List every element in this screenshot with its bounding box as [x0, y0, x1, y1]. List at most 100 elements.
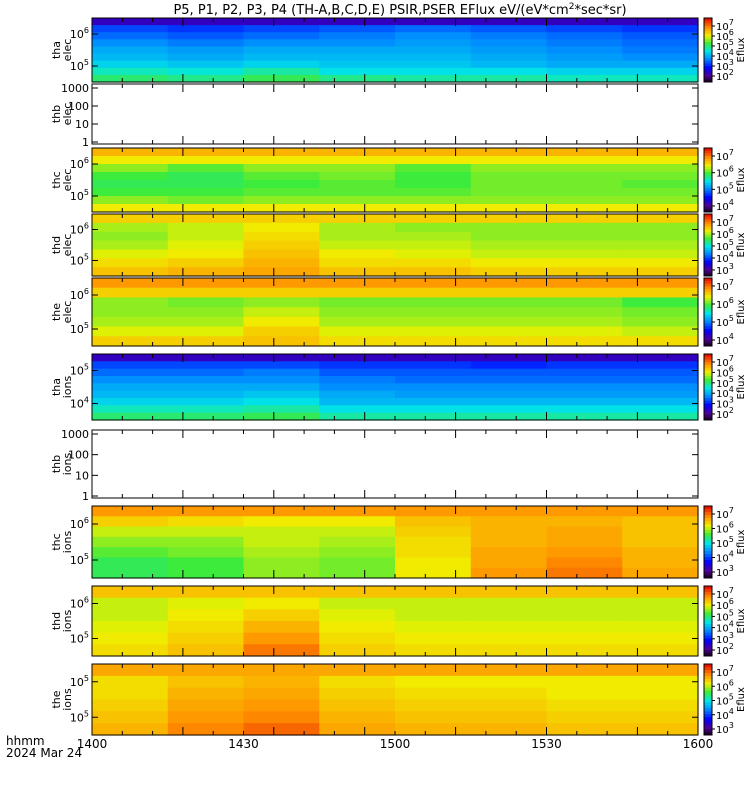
- heatmap-cell: [470, 316, 548, 328]
- heatmap-cell: [92, 390, 169, 399]
- heatmap-cell: [546, 249, 623, 259]
- heatmap-cell: [470, 180, 548, 189]
- heatmap-cell: [622, 46, 699, 55]
- colorbar-swatch: [704, 257, 712, 261]
- heatmap-cell: [92, 536, 169, 548]
- heatmap-cell: [319, 67, 396, 76]
- colorbar-swatch: [704, 280, 712, 285]
- heatmap-cell: [243, 53, 320, 62]
- heatmap-cell: [92, 609, 169, 622]
- heatmap-cell: [167, 675, 245, 689]
- colorbar-swatch: [704, 542, 712, 546]
- heatmap-cell: [167, 196, 245, 205]
- colorbar-swatch: [704, 63, 712, 67]
- heatmap-cell: [622, 390, 699, 399]
- heatmap-cell: [92, 172, 169, 181]
- heatmap-cell: [395, 249, 472, 259]
- heatmap-cell: [243, 557, 320, 569]
- heatmap-cell: [319, 526, 396, 538]
- heatmap-cell: [546, 267, 623, 277]
- heatmap-cell: [319, 557, 396, 569]
- heatmap-cell: [470, 74, 548, 83]
- heatmap-cell: [546, 60, 623, 69]
- plot-title-tail: *sec*sr): [574, 3, 626, 18]
- colorbar-swatch: [704, 669, 712, 674]
- heatmap-cell: [546, 609, 623, 622]
- heatmap-tha-elec: [92, 18, 699, 83]
- colorbar-tick-label: 106: [716, 28, 734, 43]
- heatmap-cell: [395, 164, 472, 173]
- heatmap-cell: [546, 354, 623, 362]
- heatmap-cell: [243, 383, 320, 392]
- heatmap-cell: [546, 547, 623, 559]
- colorbar-frame: [703, 147, 713, 213]
- y-tick-label: 10: [75, 469, 89, 482]
- y-tick-label: 105: [70, 253, 89, 268]
- y-tick-label: 100: [68, 449, 89, 462]
- heatmap-cell: [395, 609, 472, 622]
- heatmap-cell: [92, 326, 169, 337]
- heatmap-cell: [395, 687, 472, 701]
- colorbar-swatch: [704, 286, 712, 290]
- heatmap-cell: [92, 249, 169, 259]
- heatmap-cell: [92, 699, 169, 712]
- heatmap-cell: [319, 506, 396, 517]
- heatmap-cell: [546, 383, 623, 392]
- heatmap-cell: [395, 526, 472, 538]
- heatmap-cell: [395, 32, 472, 40]
- colorbar-swatch: [704, 678, 712, 683]
- heatmap-cell: [546, 231, 623, 242]
- colorbar-swatch: [704, 533, 712, 537]
- colorbar-swatch: [704, 58, 712, 62]
- heatmap-cell: [92, 307, 169, 318]
- heatmap-cell: [319, 383, 396, 392]
- heatmap-cell: [470, 516, 548, 528]
- heatmap-cell: [470, 687, 548, 701]
- heatmap-cell: [243, 156, 320, 165]
- heatmap-cell: [92, 196, 169, 205]
- heatmap-cell: [243, 711, 320, 724]
- colorbar-swatch: [704, 518, 712, 522]
- heatmap-cell: [167, 307, 245, 318]
- heatmap-cell: [167, 664, 245, 677]
- y-tick-label: 106: [70, 596, 89, 611]
- heatmap-cell: [319, 74, 396, 83]
- heatmap-cell: [92, 60, 169, 69]
- y-tick-label: 106: [70, 26, 89, 41]
- heatmap-cell: [395, 172, 472, 181]
- heatmap-cell: [622, 675, 699, 689]
- heatmap-cell: [92, 516, 169, 528]
- time-axis: 1400 1430 1500 1530 1600: [77, 737, 714, 751]
- heatmap-cell: [167, 368, 245, 377]
- colorbar-swatch: [704, 193, 712, 197]
- colorbar-swatch: [704, 575, 712, 579]
- colorbar-swatch: [704, 60, 712, 64]
- colorbar-swatch: [704, 74, 712, 78]
- heatmap-cell: [470, 567, 548, 579]
- heatmap-cell: [395, 376, 472, 384]
- heatmap-cell: [395, 39, 472, 48]
- colorbar-title: Eflux: [736, 608, 747, 633]
- heatmap-cell: [319, 278, 396, 289]
- heatmap-cell: [92, 597, 169, 610]
- colorbar-swatch: [704, 23, 712, 27]
- heatmap-cell: [243, 506, 320, 517]
- colorbar-swatch: [704, 252, 712, 256]
- heatmap-cell: [167, 32, 245, 40]
- colorbar-swatch: [704, 512, 712, 516]
- heatmap-cell: [92, 258, 169, 268]
- heatmap-cell: [243, 398, 320, 406]
- heatmap-cell: [319, 316, 396, 328]
- colorbar-swatch: [704, 209, 712, 213]
- heatmap-cell: [319, 188, 396, 197]
- heatmap-cell: [319, 32, 396, 40]
- heatmap-cell: [92, 240, 169, 251]
- colorbar-swatch: [704, 398, 712, 402]
- colorbar-tick-label: 103: [716, 58, 734, 73]
- colorbar-swatch: [704, 597, 712, 602]
- heatmap-cell: [167, 204, 245, 213]
- colorbar-swatch: [704, 644, 712, 648]
